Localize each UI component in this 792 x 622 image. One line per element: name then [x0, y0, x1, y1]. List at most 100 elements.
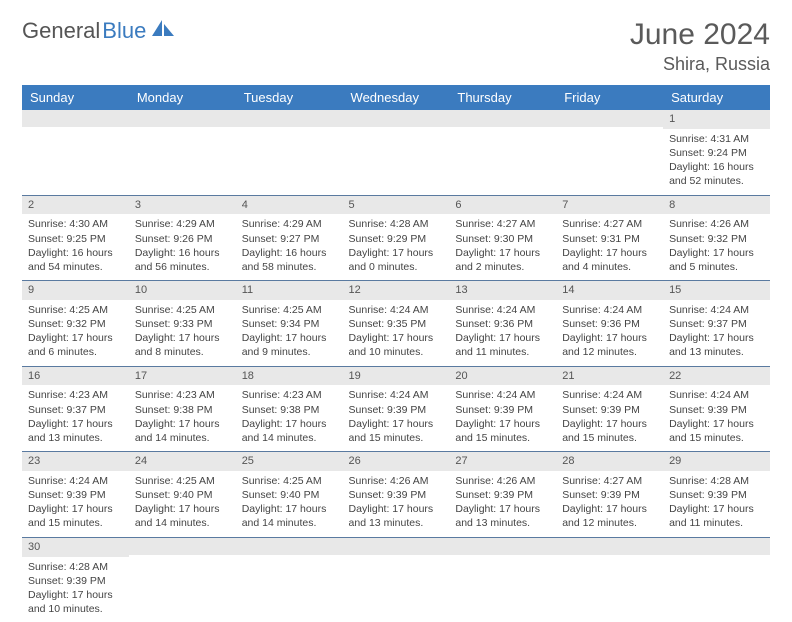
day-info: Sunrise: 4:28 AMSunset: 9:39 PMDaylight:…	[22, 557, 129, 622]
weekday-header: Thursday	[449, 85, 556, 110]
sunrise: Sunrise: 4:25 AM	[242, 474, 337, 488]
calendar-cell	[663, 537, 770, 622]
day-number: 17	[129, 367, 236, 386]
calendar-cell	[449, 537, 556, 622]
daylight: Daylight: 17 hours and 12 minutes.	[562, 331, 657, 359]
day-number	[449, 538, 556, 555]
day-number: 2	[22, 196, 129, 215]
day-number: 7	[556, 196, 663, 215]
day-number: 11	[236, 281, 343, 300]
calendar-cell: 16Sunrise: 4:23 AMSunset: 9:37 PMDayligh…	[22, 366, 129, 452]
day-number: 6	[449, 196, 556, 215]
sunrise: Sunrise: 4:24 AM	[562, 388, 657, 402]
calendar-cell: 12Sunrise: 4:24 AMSunset: 9:35 PMDayligh…	[343, 281, 450, 367]
sunset: Sunset: 9:27 PM	[242, 232, 337, 246]
calendar-cell: 23Sunrise: 4:24 AMSunset: 9:39 PMDayligh…	[22, 452, 129, 538]
day-info: Sunrise: 4:24 AMSunset: 9:39 PMDaylight:…	[22, 471, 129, 537]
calendar-cell: 1Sunrise: 4:31 AMSunset: 9:24 PMDaylight…	[663, 110, 770, 195]
day-info: Sunrise: 4:24 AMSunset: 9:35 PMDaylight:…	[343, 300, 450, 366]
sunset: Sunset: 9:37 PM	[669, 317, 764, 331]
sunrise: Sunrise: 4:23 AM	[28, 388, 123, 402]
daylight: Daylight: 16 hours and 52 minutes.	[669, 160, 764, 188]
sunset: Sunset: 9:39 PM	[349, 488, 444, 502]
day-number: 23	[22, 452, 129, 471]
calendar-cell	[343, 110, 450, 195]
day-info: Sunrise: 4:23 AMSunset: 9:38 PMDaylight:…	[129, 385, 236, 451]
calendar-cell: 2Sunrise: 4:30 AMSunset: 9:25 PMDaylight…	[22, 195, 129, 281]
calendar-cell: 13Sunrise: 4:24 AMSunset: 9:36 PMDayligh…	[449, 281, 556, 367]
day-number: 9	[22, 281, 129, 300]
sunset: Sunset: 9:39 PM	[562, 403, 657, 417]
calendar-cell: 9Sunrise: 4:25 AMSunset: 9:32 PMDaylight…	[22, 281, 129, 367]
day-info: Sunrise: 4:27 AMSunset: 9:31 PMDaylight:…	[556, 214, 663, 280]
logo-text-1: General	[22, 18, 100, 44]
sunset: Sunset: 9:30 PM	[455, 232, 550, 246]
calendar-cell: 8Sunrise: 4:26 AMSunset: 9:32 PMDaylight…	[663, 195, 770, 281]
day-number: 3	[129, 196, 236, 215]
day-number	[556, 110, 663, 127]
calendar-cell: 20Sunrise: 4:24 AMSunset: 9:39 PMDayligh…	[449, 366, 556, 452]
day-info: Sunrise: 4:23 AMSunset: 9:38 PMDaylight:…	[236, 385, 343, 451]
day-number: 25	[236, 452, 343, 471]
sunset: Sunset: 9:26 PM	[135, 232, 230, 246]
sunset: Sunset: 9:39 PM	[28, 574, 123, 588]
sunset: Sunset: 9:31 PM	[562, 232, 657, 246]
sunset: Sunset: 9:40 PM	[242, 488, 337, 502]
day-number: 22	[663, 367, 770, 386]
day-info: Sunrise: 4:25 AMSunset: 9:40 PMDaylight:…	[129, 471, 236, 537]
daylight: Daylight: 17 hours and 4 minutes.	[562, 246, 657, 274]
calendar-cell	[556, 537, 663, 622]
day-number	[22, 110, 129, 127]
daylight: Daylight: 17 hours and 14 minutes.	[242, 417, 337, 445]
weekday-header: Wednesday	[343, 85, 450, 110]
day-info: Sunrise: 4:25 AMSunset: 9:34 PMDaylight:…	[236, 300, 343, 366]
title-location: Shira, Russia	[630, 54, 770, 75]
day-number: 1	[663, 110, 770, 129]
daylight: Daylight: 17 hours and 11 minutes.	[669, 502, 764, 530]
sunset: Sunset: 9:39 PM	[455, 403, 550, 417]
logo-text-2: Blue	[102, 18, 146, 44]
daylight: Daylight: 17 hours and 5 minutes.	[669, 246, 764, 274]
calendar-body: 1Sunrise: 4:31 AMSunset: 9:24 PMDaylight…	[22, 110, 770, 622]
day-info: Sunrise: 4:25 AMSunset: 9:32 PMDaylight:…	[22, 300, 129, 366]
sunset: Sunset: 9:36 PM	[455, 317, 550, 331]
weekday-header: Saturday	[663, 85, 770, 110]
calendar-row: 16Sunrise: 4:23 AMSunset: 9:37 PMDayligh…	[22, 366, 770, 452]
day-info: Sunrise: 4:30 AMSunset: 9:25 PMDaylight:…	[22, 214, 129, 280]
day-info: Sunrise: 4:23 AMSunset: 9:37 PMDaylight:…	[22, 385, 129, 451]
sunrise: Sunrise: 4:24 AM	[455, 303, 550, 317]
sunset: Sunset: 9:32 PM	[28, 317, 123, 331]
day-info: Sunrise: 4:24 AMSunset: 9:37 PMDaylight:…	[663, 300, 770, 366]
daylight: Daylight: 17 hours and 15 minutes.	[669, 417, 764, 445]
calendar-cell	[129, 110, 236, 195]
calendar-cell	[236, 110, 343, 195]
day-info: Sunrise: 4:24 AMSunset: 9:39 PMDaylight:…	[663, 385, 770, 451]
sunrise: Sunrise: 4:24 AM	[349, 303, 444, 317]
sunset: Sunset: 9:39 PM	[349, 403, 444, 417]
day-info: Sunrise: 4:29 AMSunset: 9:27 PMDaylight:…	[236, 214, 343, 280]
sunset: Sunset: 9:24 PM	[669, 146, 764, 160]
day-info: Sunrise: 4:28 AMSunset: 9:39 PMDaylight:…	[663, 471, 770, 537]
day-info: Sunrise: 4:25 AMSunset: 9:40 PMDaylight:…	[236, 471, 343, 537]
sunset: Sunset: 9:39 PM	[455, 488, 550, 502]
sunset: Sunset: 9:39 PM	[562, 488, 657, 502]
day-info: Sunrise: 4:27 AMSunset: 9:39 PMDaylight:…	[556, 471, 663, 537]
day-number: 4	[236, 196, 343, 215]
sunset: Sunset: 9:36 PM	[562, 317, 657, 331]
sunrise: Sunrise: 4:25 AM	[135, 474, 230, 488]
day-number: 27	[449, 452, 556, 471]
calendar-cell: 4Sunrise: 4:29 AMSunset: 9:27 PMDaylight…	[236, 195, 343, 281]
calendar-cell: 29Sunrise: 4:28 AMSunset: 9:39 PMDayligh…	[663, 452, 770, 538]
calendar-table: SundayMondayTuesdayWednesdayThursdayFrid…	[22, 85, 770, 622]
day-number: 8	[663, 196, 770, 215]
calendar-cell: 15Sunrise: 4:24 AMSunset: 9:37 PMDayligh…	[663, 281, 770, 367]
day-number: 13	[449, 281, 556, 300]
daylight: Daylight: 17 hours and 12 minutes.	[562, 502, 657, 530]
title-block: June 2024 Shira, Russia	[630, 18, 770, 75]
day-number	[129, 110, 236, 127]
sunrise: Sunrise: 4:27 AM	[455, 217, 550, 231]
calendar-row: 2Sunrise: 4:30 AMSunset: 9:25 PMDaylight…	[22, 195, 770, 281]
sunset: Sunset: 9:38 PM	[135, 403, 230, 417]
day-info: Sunrise: 4:24 AMSunset: 9:39 PMDaylight:…	[556, 385, 663, 451]
sunrise: Sunrise: 4:29 AM	[242, 217, 337, 231]
